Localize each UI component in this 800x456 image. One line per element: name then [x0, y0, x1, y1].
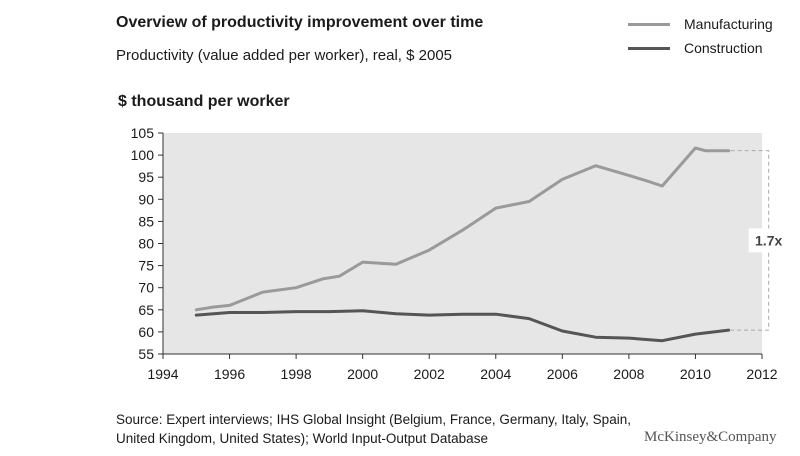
- legend-label-construction: Construction: [684, 40, 763, 56]
- plot-background: [163, 133, 762, 354]
- x-tick-label: 1996: [214, 366, 245, 382]
- legend-item-construction: Construction: [628, 36, 773, 60]
- x-tick-label: 1994: [147, 366, 178, 382]
- annotation-label-bg: [748, 228, 789, 253]
- x-tick-label: 2010: [680, 366, 711, 382]
- y-tick-label: 60: [138, 324, 154, 340]
- y-tick-label: 75: [138, 258, 154, 274]
- chart-subtitle: Productivity (value added per worker), r…: [116, 47, 453, 64]
- legend-label-manufacturing: Manufacturing: [684, 16, 773, 32]
- legend-swatch-construction: [628, 46, 670, 50]
- source-note: Source: Expert interviews; IHS Global In…: [116, 410, 656, 448]
- y-axis-label: $ thousand per worker: [118, 93, 290, 110]
- y-tick-label: 70: [138, 280, 154, 296]
- chart-title: Overview of productivity improvement ove…: [116, 14, 484, 31]
- y-tick-label: 80: [138, 236, 154, 252]
- y-tick-label: 95: [138, 169, 154, 185]
- annotation-label: 1.7x: [755, 232, 782, 248]
- source-line-1: Source: Expert interviews; IHS Global In…: [116, 412, 631, 427]
- y-tick-label: 85: [138, 213, 154, 229]
- series-line-construction: [194, 309, 731, 343]
- x-tick-label: 2002: [414, 366, 445, 382]
- y-tick-label: 90: [138, 191, 154, 207]
- y-tick-label: 65: [138, 302, 154, 318]
- legend: Manufacturing Construction: [628, 12, 773, 60]
- legend-swatch-manufacturing: [628, 22, 670, 26]
- x-tick-label: 1998: [281, 366, 312, 382]
- x-tick-label: 2000: [347, 366, 378, 382]
- y-tick-label: 100: [131, 147, 155, 163]
- x-tick-label: 2012: [746, 366, 777, 382]
- legend-item-manufacturing: Manufacturing: [628, 12, 773, 36]
- source-line-2: United Kingdom, United States); World In…: [116, 431, 488, 446]
- brand-logo: McKinsey&Company: [644, 429, 777, 445]
- x-tick-label: 2006: [547, 366, 578, 382]
- series-line-manufacturing: [194, 146, 731, 312]
- y-tick-label: 105: [131, 125, 155, 141]
- x-tick-label: 2008: [613, 366, 644, 382]
- x-tick-label: 2004: [480, 366, 511, 382]
- y-tick-label: 55: [138, 346, 154, 362]
